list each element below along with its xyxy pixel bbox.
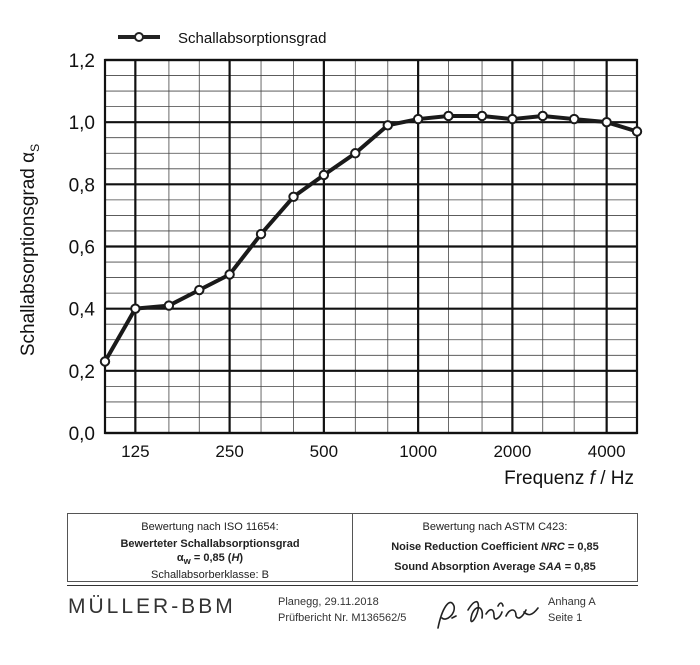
place-date: Planegg, 29.11.2018 xyxy=(278,596,379,608)
nrc-line: Noise Reduction Coefficient NRC = 0,85 xyxy=(391,541,599,553)
y-tick-label: 0,8 xyxy=(69,175,95,196)
data-point xyxy=(194,284,205,296)
legend: Schallabsorptionsgrad xyxy=(118,30,326,47)
y-tick-label: 0,2 xyxy=(69,362,95,383)
brand-logo-text: MÜLLER-BBM xyxy=(68,595,236,618)
page-number: Seite 1 xyxy=(548,612,583,624)
iso-rating: Bewertung nach ISO 11654: Bewerteter Sch… xyxy=(68,514,352,581)
data-point xyxy=(412,113,424,125)
data-point xyxy=(255,228,267,240)
footer-divider xyxy=(67,585,638,586)
grid-major xyxy=(103,58,639,435)
y-axis-label: Schallabsorptionsgrad αS xyxy=(18,143,42,357)
report-meta: Planegg, 29.11.2018 Prüfbericht Nr. M136… xyxy=(278,594,406,626)
y-tick-labels: 0,0 0,2 0,4 0,6 0,8 1,0 1,2 xyxy=(69,51,96,445)
x-tick-label: 500 xyxy=(310,442,338,461)
x-tick-label: 4000 xyxy=(588,442,626,461)
y-tick-label: 1,0 xyxy=(69,113,95,134)
y-tick-label: 0,0 xyxy=(69,424,95,445)
data-point xyxy=(537,110,548,122)
data-point xyxy=(224,269,235,280)
page-info: Anhang A Seite 1 xyxy=(548,594,596,626)
series-points-group xyxy=(99,110,643,367)
series-line xyxy=(103,113,638,363)
data-point xyxy=(99,356,111,367)
data-point xyxy=(443,110,454,122)
y-tick-label: 1,2 xyxy=(69,51,95,72)
iso-title: Bewerteter Schallabsorptionsgrad xyxy=(120,538,300,550)
plot-frame xyxy=(103,58,639,435)
series-line-group xyxy=(103,113,638,363)
annex-label: Anhang A xyxy=(548,596,596,608)
data-point xyxy=(601,116,612,128)
rating-box: Bewertung nach ISO 11654: Bewerteter Sch… xyxy=(67,513,638,582)
x-tick-label: 250 xyxy=(215,442,243,461)
data-point xyxy=(130,303,141,314)
x-tick-label: 1000 xyxy=(399,442,437,461)
astm-heading: Bewertung nach ASTM C423: xyxy=(422,521,568,533)
data-point xyxy=(631,126,643,137)
legend-label: Schallabsorptionsgrad xyxy=(178,30,326,47)
data-point xyxy=(350,148,361,159)
data-point xyxy=(318,169,330,181)
x-tick-label: 2000 xyxy=(493,442,531,461)
y-tick-label: 0,6 xyxy=(69,238,95,259)
legend-marker xyxy=(134,32,144,42)
iso-heading: Bewertung nach ISO 11654: xyxy=(141,521,279,533)
signature-mark xyxy=(437,600,539,629)
iso-value: αw = 0,85 (H) xyxy=(176,552,244,567)
x-tick-label: 125 xyxy=(121,442,149,461)
chart-canvas: 0,0 0,2 0,4 0,6 0,8 1,0 1,2 125 250 500 1000 2000 4… xyxy=(69,30,643,489)
x-axis-label: Frequenz f / Hz xyxy=(504,468,634,489)
saa-line: Sound Absorption Average SAA = 0,85 xyxy=(394,561,596,573)
data-point xyxy=(382,120,393,131)
report-number: Prüfbericht Nr. M136562/5 xyxy=(278,612,407,624)
y-axis-label-wrap: Schallabsorptionsgrad αS xyxy=(14,110,46,390)
y-tick-label: 0,4 xyxy=(69,300,96,321)
x-tick-labels: 125 250 500 1000 2000 4000 xyxy=(121,442,625,461)
data-point xyxy=(507,113,518,125)
iso-class: Schallabsorberklasse: B xyxy=(150,569,269,582)
data-point xyxy=(568,113,580,125)
data-point xyxy=(476,110,488,122)
astm-rating: Bewertung nach ASTM C423: Noise Reductio… xyxy=(352,514,637,581)
data-point xyxy=(288,191,299,202)
data-point xyxy=(163,300,175,311)
